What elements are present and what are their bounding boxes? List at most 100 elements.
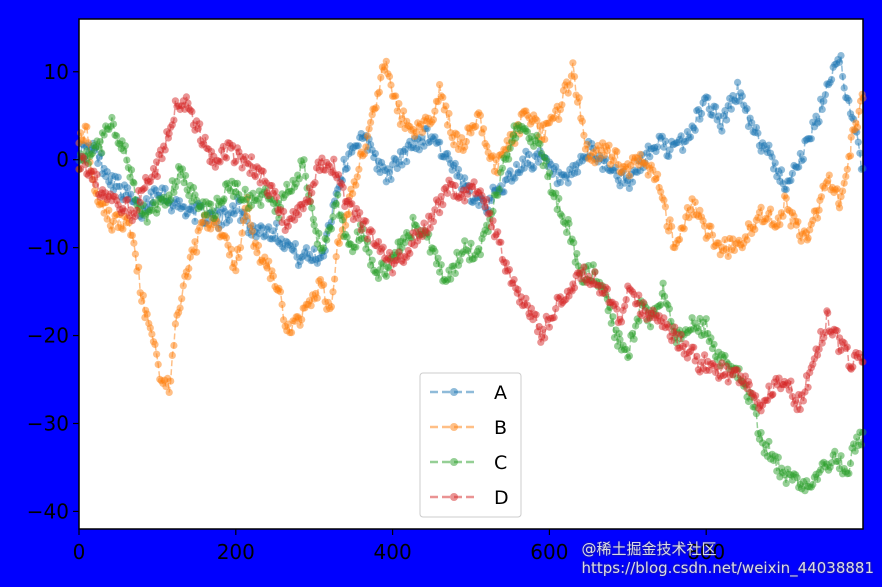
data-point (708, 231, 717, 239)
data-point (556, 178, 565, 186)
data-point (768, 153, 776, 161)
data-point (799, 397, 808, 405)
data-point (730, 246, 739, 254)
data-point (654, 170, 662, 178)
data-point (498, 164, 506, 172)
data-point (103, 215, 111, 223)
data-point (393, 107, 401, 115)
data-point (833, 327, 841, 335)
data-point (385, 248, 394, 257)
data-point (232, 157, 240, 165)
data-point (330, 155, 338, 163)
data-point (298, 161, 306, 169)
data-point (232, 267, 240, 275)
data-point (555, 194, 563, 202)
data-point (591, 159, 599, 167)
data-point (385, 169, 394, 177)
data-point (437, 192, 445, 200)
data-point (235, 254, 243, 262)
data-point (236, 244, 245, 252)
data-point (309, 215, 317, 223)
data-point (395, 100, 403, 108)
data-point (506, 167, 514, 175)
data-point (804, 383, 812, 391)
data-point (84, 139, 92, 147)
data-point (374, 238, 383, 246)
data-point (363, 132, 372, 140)
y-tick-label: −40 (27, 499, 69, 523)
data-point (701, 351, 709, 359)
data-point (442, 102, 450, 110)
data-point (525, 150, 533, 159)
data-point (707, 334, 715, 342)
data-point (302, 244, 310, 252)
data-point (406, 249, 414, 257)
data-point (470, 178, 478, 186)
data-point (436, 209, 444, 217)
data-point (360, 150, 368, 158)
data-point (335, 239, 343, 247)
data-point (665, 305, 674, 313)
data-point (349, 190, 357, 198)
data-point (131, 250, 139, 258)
data-point (745, 381, 753, 389)
data-point (193, 248, 201, 256)
data-point (323, 236, 331, 244)
data-point (170, 188, 178, 197)
data-point (815, 345, 823, 353)
y-tick-label: 0 (56, 148, 69, 172)
data-point (154, 360, 162, 368)
data-point (365, 125, 373, 133)
data-point (170, 341, 178, 350)
data-point (532, 311, 540, 319)
data-point (545, 169, 554, 177)
data-point (796, 405, 804, 414)
data-point (247, 153, 256, 161)
data-point (803, 477, 811, 485)
data-point (743, 236, 751, 244)
data-point (570, 239, 578, 247)
data-point (128, 231, 136, 239)
data-point (382, 272, 390, 280)
data-point (461, 197, 469, 205)
data-point (675, 235, 684, 243)
data-point (636, 150, 644, 158)
data-point (165, 388, 173, 396)
data-point (856, 149, 864, 157)
data-point (392, 92, 400, 100)
data-point (230, 260, 238, 268)
data-point (757, 429, 765, 437)
data-point (565, 219, 573, 228)
data-point (130, 239, 138, 247)
data-point (489, 217, 497, 225)
data-point (142, 195, 150, 203)
x-tick-label: 0 (73, 540, 86, 564)
data-point (724, 252, 732, 260)
data-point (308, 204, 316, 212)
data-point (191, 217, 199, 225)
data-point (208, 207, 216, 215)
data-point (133, 206, 141, 214)
data-point (727, 105, 735, 113)
data-point (184, 273, 192, 281)
data-point (329, 288, 337, 296)
data-point (436, 268, 444, 276)
data-point (774, 453, 782, 461)
data-point (834, 457, 842, 465)
data-point (254, 195, 262, 203)
data-point (815, 206, 823, 214)
data-point (294, 211, 303, 219)
data-point (331, 275, 339, 283)
data-point (723, 362, 731, 370)
data-point (660, 314, 668, 322)
data-point (839, 187, 847, 195)
data-point (299, 205, 307, 213)
data-point (222, 154, 230, 162)
data-point (558, 101, 566, 109)
data-point (833, 185, 841, 193)
data-point (605, 141, 613, 149)
data-point (396, 120, 404, 128)
data-point (792, 396, 800, 404)
data-point (96, 138, 104, 146)
data-point (845, 469, 853, 477)
